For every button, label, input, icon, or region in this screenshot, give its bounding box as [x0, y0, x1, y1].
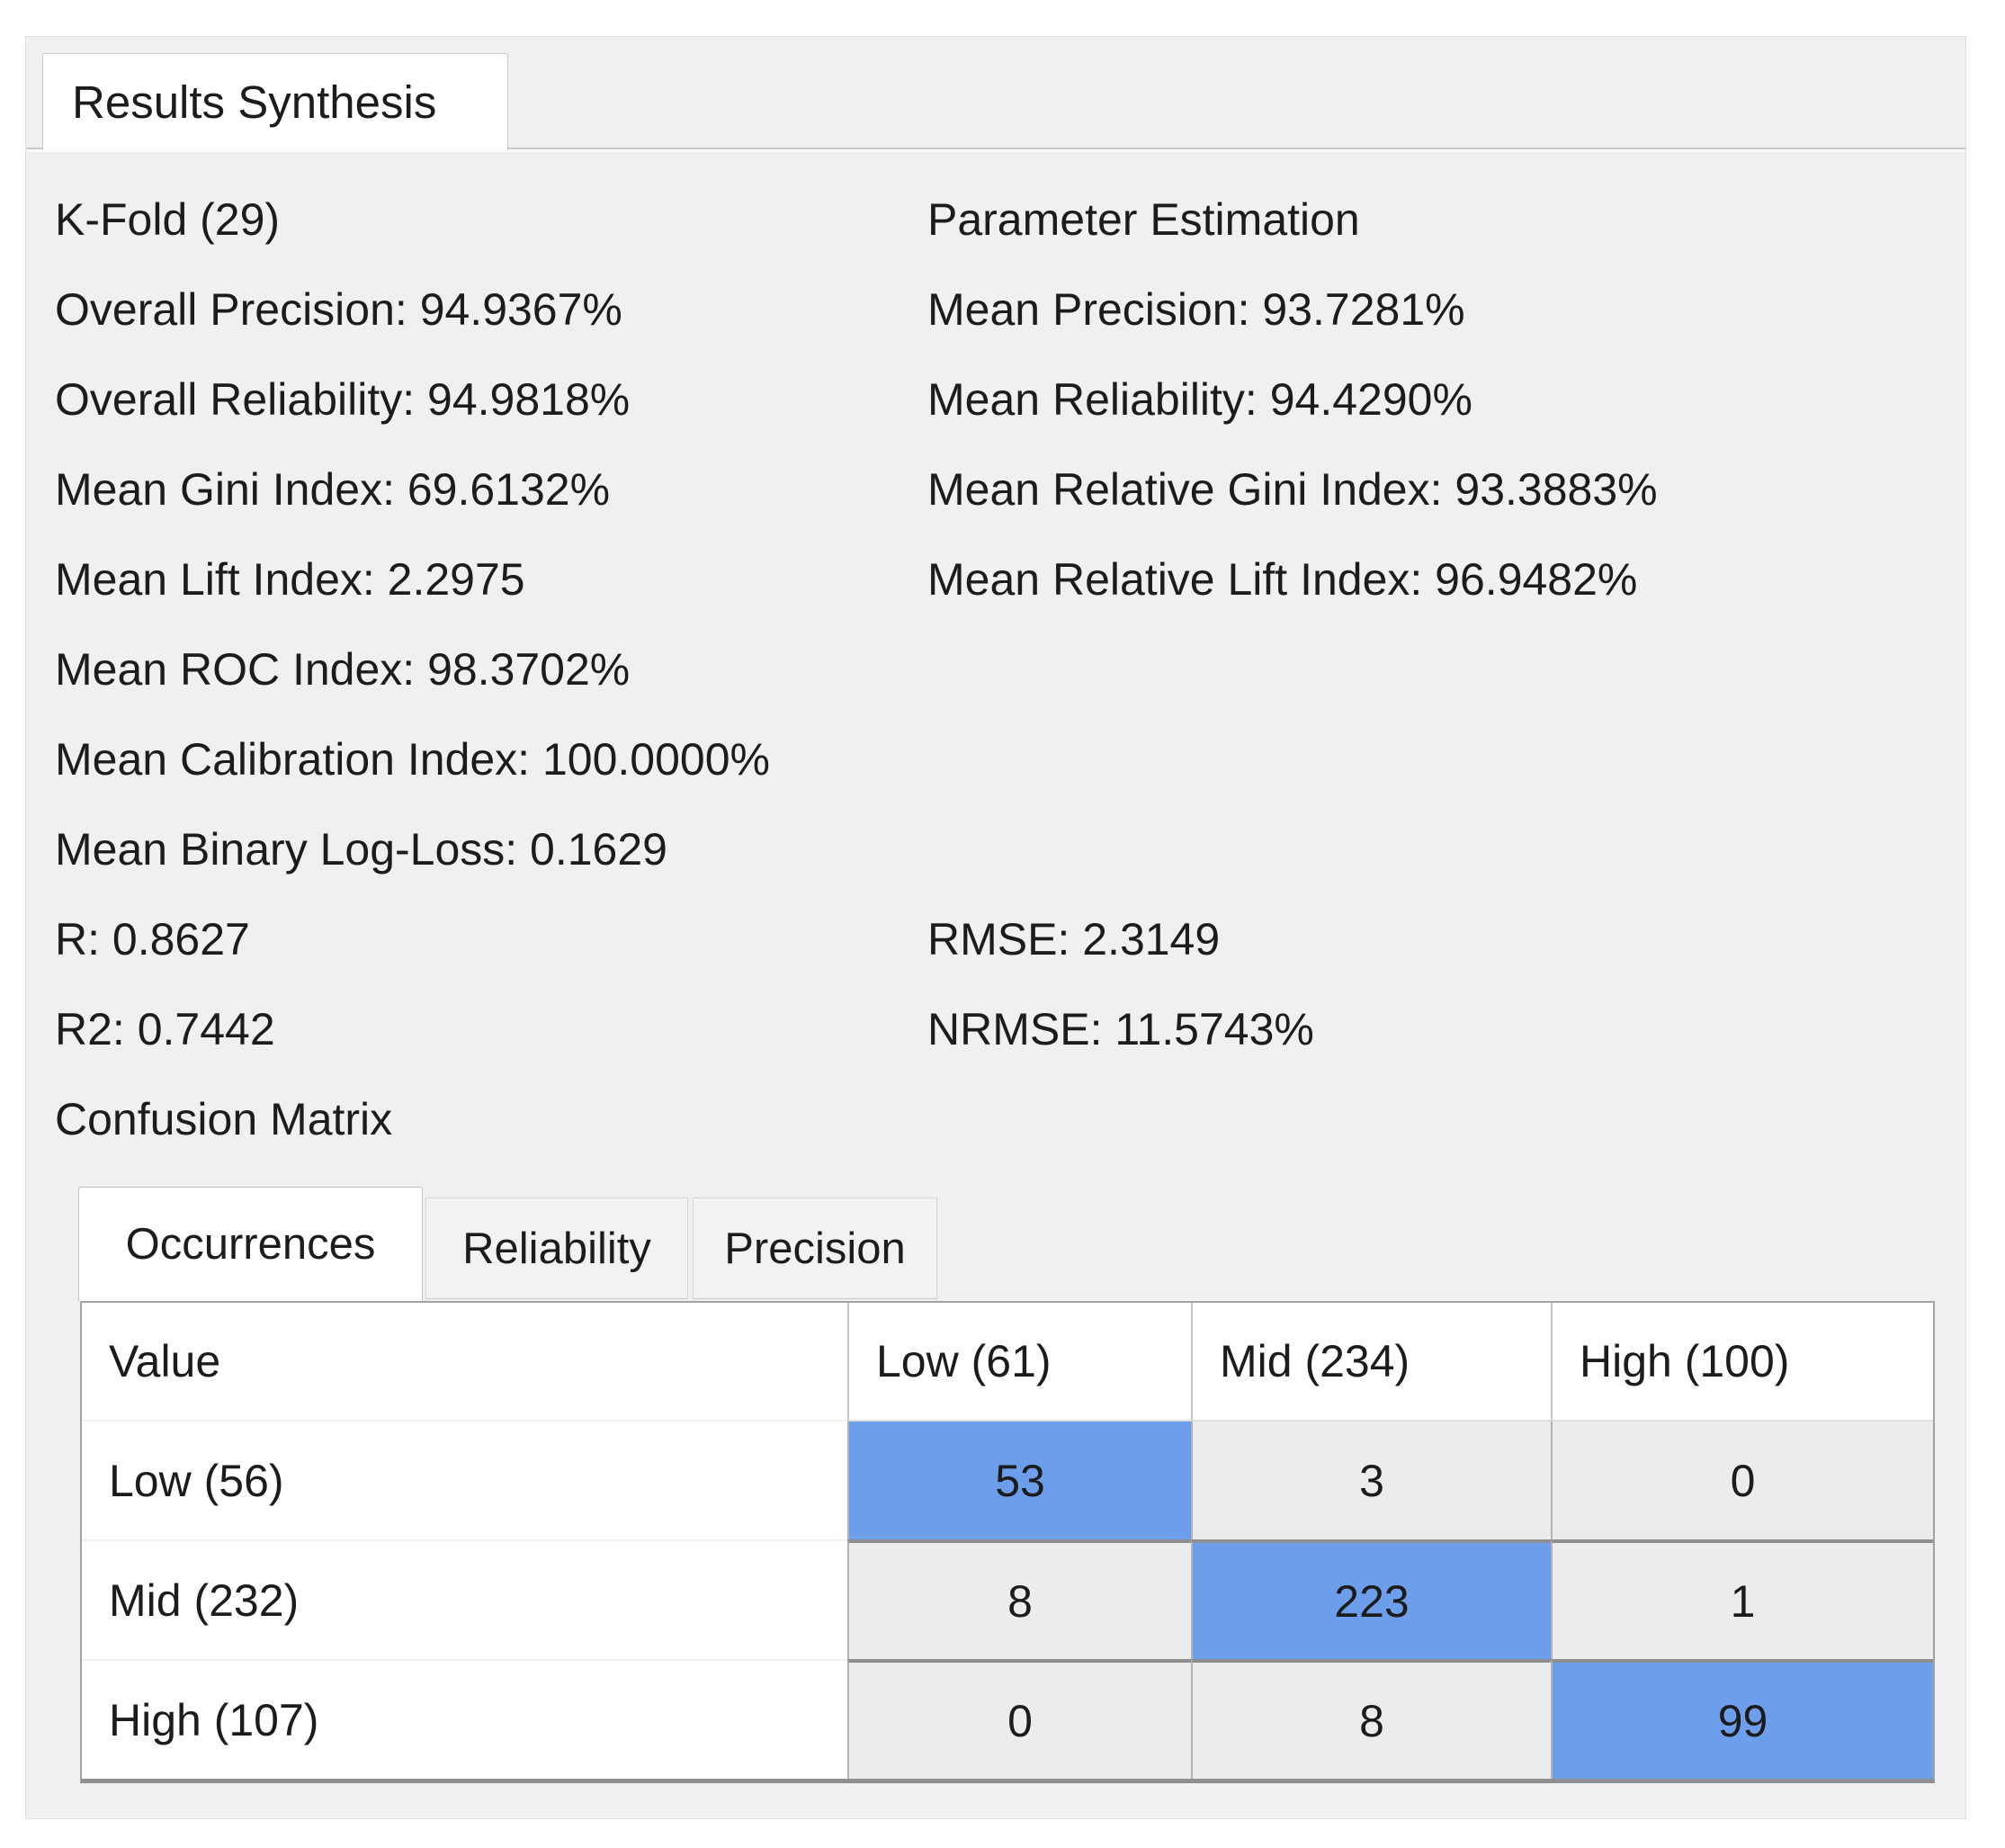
tab-reliability[interactable]: Reliability: [425, 1198, 688, 1299]
tab-results-synthesis-label: Results Synthesis: [72, 76, 437, 128]
metric-mean-gini-index: Mean Gini Index: 69.6132%: [55, 464, 611, 515]
metric-mean-precision: Mean Precision: 93.7281%: [927, 284, 1465, 335]
metric-mean-reliability: Mean Reliability: 94.4290%: [927, 374, 1472, 425]
matrix-cell-2-0: 0: [847, 1659, 1191, 1779]
metric-rmse: RMSE: 2.3149: [927, 914, 1221, 964]
matrix-row-label-mid: Mid (232): [82, 1539, 847, 1659]
metric-overall-precision: Overall Precision: 94.9367%: [55, 284, 622, 335]
kfold-section-title: K-Fold (29): [55, 194, 281, 245]
matrix-cell-2-1: 8: [1191, 1659, 1551, 1779]
metric-mean-relative-lift-index: Mean Relative Lift Index: 96.9482%: [927, 554, 1638, 605]
metric-mean-roc-index: Mean ROC Index: 98.3702%: [55, 644, 631, 695]
metric-mean-binary-log-loss: Mean Binary Log-Loss: 0.1629: [55, 824, 667, 875]
matrix-row-label-high: High (107): [82, 1659, 847, 1779]
matrix-cell-0-1: 3: [1191, 1420, 1551, 1539]
matrix-cell-2-2: 99: [1551, 1659, 1933, 1779]
metric-overall-reliability: Overall Reliability: 94.9818%: [55, 374, 631, 425]
metric-r2: R2: 0.7442: [55, 1004, 275, 1054]
matrix-header-low: Low (61): [847, 1303, 1191, 1420]
results-synthesis-panel: Results Synthesis K-Fold (29) Overall Pr…: [25, 36, 1966, 1819]
tab-strip-divider-highlight: [26, 149, 1965, 152]
tab-precision[interactable]: Precision: [693, 1198, 937, 1299]
metric-r: R: 0.8627: [55, 914, 250, 964]
matrix-header-mid: Mid (234): [1191, 1303, 1551, 1420]
confusion-matrix-table: Value Low (61) Mid (234) High (100) Low …: [80, 1301, 1935, 1783]
tab-strip-divider: [26, 148, 1965, 149]
matrix-cell-1-0: 8: [847, 1539, 1191, 1659]
parameter-estimation-section-title: Parameter Estimation: [927, 194, 1360, 245]
metric-nrmse: NRMSE: 11.5743%: [927, 1004, 1314, 1054]
matrix-cell-1-1: 223: [1191, 1539, 1551, 1659]
matrix-cell-0-0: 53: [847, 1420, 1191, 1539]
matrix-header-high: High (100): [1551, 1303, 1933, 1420]
matrix-cell-0-2: 0: [1551, 1420, 1933, 1539]
metric-mean-lift-index: Mean Lift Index: 2.2975: [55, 554, 525, 605]
tab-occurrences[interactable]: Occurrences: [78, 1187, 423, 1301]
metric-mean-relative-gini-index: Mean Relative Gini Index: 93.3883%: [927, 464, 1658, 515]
matrix-row-label-low: Low (56): [82, 1420, 847, 1539]
confusion-matrix-title: Confusion Matrix: [55, 1094, 393, 1144]
matrix-cell-1-2: 1: [1551, 1539, 1933, 1659]
matrix-header-value: Value: [82, 1303, 847, 1420]
metric-mean-calibration-index: Mean Calibration Index: 100.0000%: [55, 734, 770, 785]
tab-results-synthesis[interactable]: Results Synthesis: [42, 53, 508, 150]
